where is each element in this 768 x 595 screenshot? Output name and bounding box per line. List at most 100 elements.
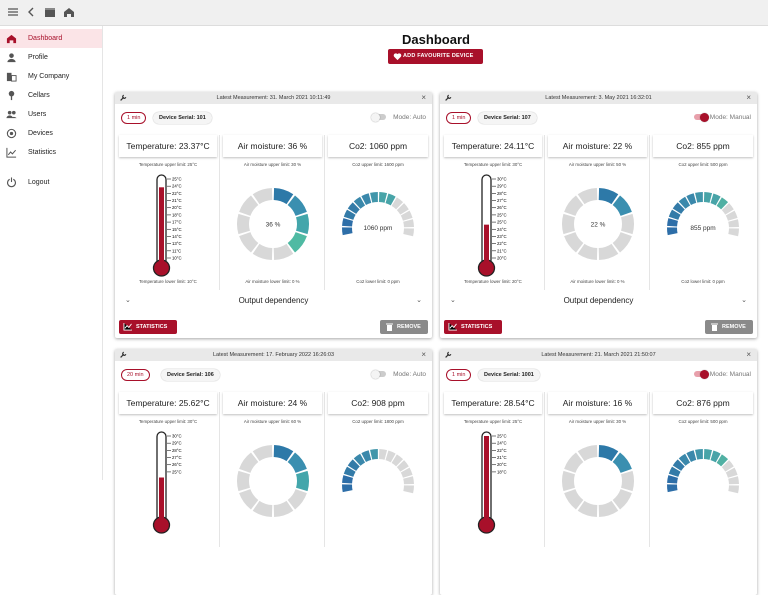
interval-chip[interactable]: 20 min: [121, 369, 150, 381]
co2-segment: [667, 218, 678, 227]
co2-segment: [728, 485, 739, 494]
air-moisture-title: Air moisture: 24 %: [223, 392, 322, 414]
thermometer-tick-label: 20°C: [497, 462, 507, 467]
thermometer-tick-label: 10°C: [172, 256, 182, 261]
close-icon[interactable]: ×: [746, 350, 751, 359]
wrench-icon[interactable]: [444, 351, 452, 359]
co2-gauge: [342, 449, 414, 494]
statistics-icon: [6, 147, 17, 158]
sidebar: Dashboard Profile My Company Cellars Users De…: [0, 26, 103, 480]
temperature-tile: Temperature: 28.54°C Temperature upper l…: [442, 392, 545, 547]
co2-title: Co2: 876 ppm: [653, 392, 753, 414]
chevron-down-icon: ⌄: [416, 297, 422, 304]
air-moisture-segment: [252, 445, 273, 462]
trash-icon: [386, 323, 393, 331]
chevron-down-icon: ⌄: [125, 297, 131, 304]
air-moisture-title: Air moisture: 16 %: [548, 392, 647, 414]
thermometer-tick-label: 24°C: [497, 441, 507, 446]
air-moisture-segment: [564, 489, 584, 510]
air-moisture-segment: [287, 452, 307, 473]
co2-upper-limit: Co2 upper limit: 1800 ppm: [352, 419, 404, 424]
air-moisture-upper-limit: Air moisture upper limit: 60 %: [243, 419, 302, 424]
sidebar-item-devices[interactable]: Devices: [0, 124, 102, 143]
sidebar-item-my-company[interactable]: My Company: [0, 67, 102, 86]
statistics-button[interactable]: STATISTICS: [119, 320, 177, 334]
air-moisture-segment: [621, 470, 634, 492]
home-icon[interactable]: [62, 5, 76, 19]
thermometer-tick-label: 14°C: [172, 234, 182, 239]
co2-segment: [721, 460, 734, 472]
co2-segment: [710, 450, 721, 463]
thermometer-tick-label: 25°C: [497, 220, 507, 225]
interval-chip[interactable]: 1 min: [446, 369, 472, 381]
air-moisture-donut: 22 %: [562, 188, 634, 260]
mode-toggle[interactable]: [371, 369, 386, 379]
mode-toggle[interactable]: [694, 112, 709, 122]
air-moisture-segment: [621, 213, 634, 235]
co2-segment: [370, 192, 378, 203]
air-moisture-upper-limit: Air moisture upper limit: 30 %: [568, 419, 627, 424]
air-moisture-segment: [598, 243, 619, 260]
chevron-down-icon: ⌄: [741, 297, 747, 304]
mode-toggle[interactable]: [694, 369, 709, 379]
air-moisture-segment: [287, 195, 307, 216]
thermometer-tick-label: 26°C: [172, 462, 182, 467]
thermometer-tick-label: 21°C: [172, 198, 182, 203]
thermometer: 30°C 29°C 28°C 27°C 26°C 25°C: [152, 431, 182, 534]
thermometer-tick-label: 21°C: [497, 248, 507, 253]
close-icon[interactable]: ×: [421, 93, 426, 102]
co2-segment: [400, 210, 413, 221]
thermometer-tick-label: 21°C: [497, 455, 507, 460]
air-moisture-segment: [562, 213, 575, 235]
back-icon[interactable]: [24, 5, 38, 19]
sidebar-item-cellars[interactable]: Cellars: [0, 86, 102, 105]
menu-icon[interactable]: [6, 5, 20, 19]
remove-button[interactable]: REMOVE: [705, 320, 753, 334]
wrench-icon[interactable]: [119, 94, 127, 102]
device-serial: Device Serial: 1001: [478, 369, 540, 381]
add-favourite-device-button[interactable]: ADD FAVOURITE DEVICE: [388, 49, 483, 64]
folder-icon[interactable]: [43, 5, 57, 19]
statistics-button[interactable]: STATISTICS: [444, 320, 502, 334]
mode-toggle[interactable]: [371, 112, 386, 122]
air-moisture-value: 36 %: [266, 222, 281, 229]
sidebar-item-dashboard[interactable]: Dashboard: [0, 29, 102, 48]
close-icon[interactable]: ×: [746, 93, 751, 102]
interval-chip[interactable]: 1 min: [121, 112, 147, 124]
top-bar: [0, 0, 768, 26]
air-moisture-segment: [296, 213, 309, 235]
air-moisture-upper-limit: Air moisture upper limit: 30 %: [243, 162, 302, 167]
air-moisture-segment: [239, 232, 259, 253]
thermometer-tick-label: 18°C: [497, 469, 507, 474]
sidebar-item-label: Devices: [28, 130, 53, 137]
sidebar-item-logout[interactable]: Logout: [0, 173, 102, 192]
remove-label: REMOVE: [722, 324, 746, 330]
co2-segment: [686, 450, 697, 462]
wrench-icon[interactable]: [119, 351, 127, 359]
output-dependency-label: Output dependency: [563, 296, 634, 305]
co2-segment: [672, 459, 685, 471]
co2-segment: [703, 192, 713, 203]
device-card: Latest Measurement: 31. March 2021 10:11…: [115, 92, 432, 338]
co2-value: 855 ppm: [690, 225, 715, 232]
interval-chip[interactable]: 1 min: [446, 112, 472, 124]
sidebar-item-users[interactable]: Users: [0, 105, 102, 124]
thermometer-tick-label: 30°C: [172, 434, 182, 439]
sidebar-item-statistics[interactable]: Statistics: [0, 143, 102, 162]
latest-measurement: Latest Measurement: 17. February 2022 16…: [212, 352, 335, 358]
temperature-upper-limit: Temperature upper limit: 25°C: [138, 162, 198, 167]
users-icon: [6, 110, 17, 119]
co2-upper-limit: Co2 upper limit: 500 ppm: [678, 162, 728, 167]
sidebar-item-label: Logout: [28, 179, 50, 186]
co2-segment: [728, 476, 739, 485]
remove-button[interactable]: REMOVE: [380, 320, 428, 334]
close-icon[interactable]: ×: [421, 350, 426, 359]
output-dependency-panel[interactable]: ⌄ Output dependency ⌄: [440, 290, 757, 312]
output-dependency-panel[interactable]: ⌄ Output dependency ⌄: [115, 290, 432, 312]
chart-icon: [448, 323, 457, 331]
thermometer-tick-label: 11°C: [172, 248, 181, 253]
sidebar-item-profile[interactable]: Profile: [0, 48, 102, 67]
wrench-icon[interactable]: [444, 94, 452, 102]
air-moisture-title: Air moisture: 36 %: [223, 135, 322, 157]
co2-segment: [728, 219, 739, 228]
